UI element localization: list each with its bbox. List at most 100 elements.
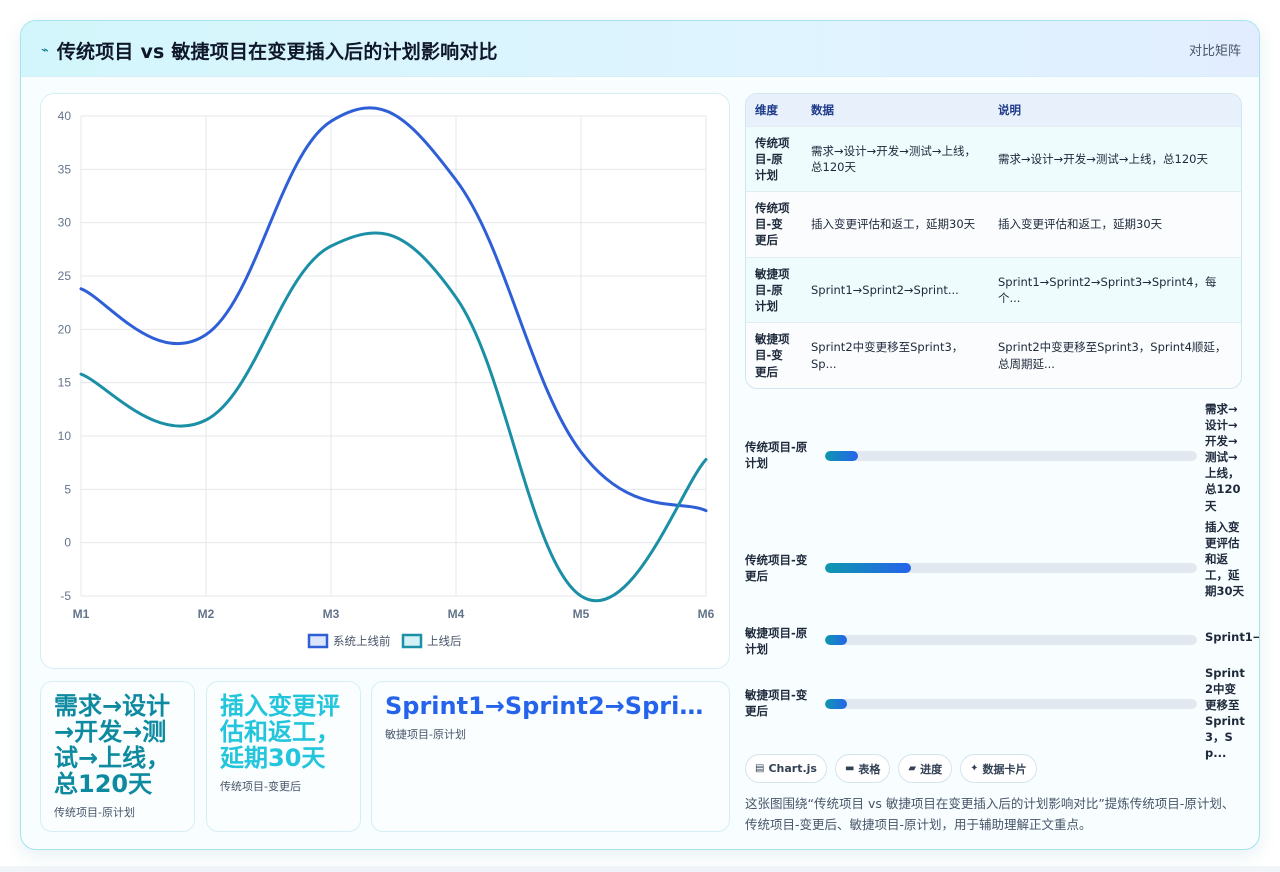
line-chart-panel: 40 35 30 25 20 15 10 5 0 -5 M1 M2 M3 M4 M5 M6 系统上线前 上线后 — [40, 93, 730, 669]
table-header-cell: 数据 — [802, 94, 989, 126]
x-tick-label: M3 — [323, 607, 340, 621]
data-point — [330, 245, 333, 248]
table-row: 传统项目-原计划 需求→设计→开发→测试→上线，总120天 需求→设计→开发→测… — [746, 125, 1241, 192]
table-cell-data: 需求→设计→开发→测试→上线，总120天 — [802, 125, 989, 192]
table-cell-dim: 敏捷项目-原计划 — [746, 256, 802, 323]
title-wrap: ⌁ 传统项目 vs 敏捷项目在变更插入后的计划影响对比 — [41, 38, 498, 63]
table-header-cell: 说明 — [989, 94, 1241, 126]
progress-fill — [825, 635, 848, 645]
data-point — [455, 179, 458, 182]
comparison-table: 维度 数据 说明 传统项目-原计划 需求→设计→开发→测试→上线，总120天 需… — [745, 93, 1242, 389]
y-tick-label: 0 — [64, 536, 71, 550]
progress-row-3: 敏捷项目-原计划 Sprint1→Sprint2→Sprint... — [745, 625, 1259, 661]
stat-label: 传统项目-变更后 — [220, 779, 301, 793]
x-tick-label: M4 — [448, 607, 465, 621]
data-point — [205, 333, 208, 336]
progress-track — [825, 451, 1197, 461]
progress-value: 需求→设计→开发→测试→上线，总120天 — [1205, 402, 1241, 513]
view-mode-label: 对比矩阵 — [1188, 44, 1241, 59]
table-cell-note: Sprint2中变更移至Sprint3，Sprint4顺延，总周期延... — [989, 322, 1241, 388]
legend-swatch — [307, 633, 329, 649]
main-card: ⌁ 传统项目 vs 敏捷项目在变更插入后的计划影响对比 对比矩阵 40 35 30 2… — [20, 20, 1260, 850]
x-tick-label: M2 — [198, 607, 215, 621]
progress-label: 传统项目-原计划 — [745, 440, 808, 471]
data-point — [455, 296, 458, 299]
progress-value: 插入变更评估和返工，延期30天 — [1205, 520, 1245, 599]
progress-fill — [825, 699, 848, 709]
y-tick-label: 20 — [58, 322, 72, 336]
table-cell-data: Sprint2中变更移至Sprint3，Sp... — [802, 322, 989, 388]
table-cell-data: 插入变更评估和返工，延期30天 — [802, 191, 989, 257]
chip-chartjs[interactable]: ▤ Chart.js — [745, 754, 827, 783]
progress-label: 敏捷项目-变更后 — [745, 688, 808, 719]
stat-label: 传统项目-原计划 — [54, 805, 135, 819]
y-tick-label: 5 — [64, 482, 71, 496]
x-tick-label: M6 — [698, 607, 715, 621]
progress-track — [825, 563, 1197, 573]
x-tick-label: M1 — [73, 607, 90, 621]
page-bottom-shade — [0, 866, 1280, 872]
table-header-cell: 维度 — [746, 94, 802, 126]
y-tick-label: 10 — [58, 429, 72, 443]
line-chart: 40 35 30 25 20 15 10 5 0 -5M1 M2 M3 M4 M5 M6 系统上线前 上线后 — [58, 106, 715, 649]
progress-value: Sprint1→Sprint2→Sprint... — [1205, 630, 1259, 644]
data-point — [705, 509, 708, 512]
progress-label: 敏捷项目-原计划 — [745, 626, 808, 657]
stat-card-3: Sprint1→Sprint2→Sprint... 敏捷项目-原计划 — [371, 681, 730, 832]
legend-label: 系统上线前 — [333, 634, 391, 648]
y-tick-label: 25 — [58, 269, 72, 283]
table-cell-note: 插入变更评估和返工，延期30天 — [989, 191, 1241, 257]
table-cell-dim: 传统项目-原计划 — [746, 125, 802, 192]
chip-label: 数据卡片 — [982, 762, 1027, 776]
chip-label: 表格 — [858, 762, 881, 776]
stat-value: 需求→设计→开发→测试→上线，总120天 — [54, 692, 171, 798]
table-row: 传统项目-变更后 插入变更评估和返工，延期30天 插入变更评估和返工，延期30天 — [746, 191, 1241, 257]
y-tick-label: -5 — [60, 589, 71, 603]
data-point — [705, 458, 708, 461]
progress-row-2: 传统项目-变更后 插入变更评估和返工，延期30天 — [745, 519, 1259, 619]
data-point — [80, 287, 83, 290]
data-point — [330, 120, 333, 123]
stat-card-1: 需求→设计→开发→测试→上线，总120天 传统项目-原计划 — [40, 681, 195, 832]
table-cell-dim: 传统项目-变更后 — [746, 191, 802, 257]
chip-progress[interactable]: ▰ 进度 — [898, 754, 953, 783]
series-line-2 — [79, 231, 708, 603]
chip-label: 进度 — [920, 762, 943, 776]
y-tick-label: 35 — [58, 162, 72, 176]
legend-swatch — [401, 633, 423, 649]
feature-chips: ▤ Chart.js ▬ 表格 ▰ 进度 ✦ 数据卡片 — [745, 754, 1037, 783]
progress-value: Sprint2中变更移至Sprint3，Sp... — [1205, 666, 1245, 761]
chip-table[interactable]: ▬ 表格 — [834, 754, 891, 783]
progress-track — [825, 635, 1197, 645]
data-point — [205, 419, 208, 422]
progress-label: 传统项目-变更后 — [745, 553, 808, 584]
stat-label: 敏捷项目-原计划 — [385, 727, 466, 741]
table-header-row: 维度 数据 说明 — [746, 94, 1241, 126]
progress-fill — [825, 563, 911, 573]
footnote-text: 这张图围绕“传统项目 vs 敏捷项目在变更插入后的计划影响对比”提炼传统项目-原… — [745, 796, 1235, 833]
table-cell-note: 需求→设计→开发→测试→上线，总120天 — [989, 125, 1241, 192]
table-row: 敏捷项目-原计划 Sprint1→Sprint2→Sprint... Sprin… — [746, 256, 1241, 323]
data-point — [580, 451, 583, 454]
y-tick-label: 30 — [58, 216, 72, 230]
progress-icon: ▰ — [908, 763, 917, 774]
y-tick-label: 15 — [58, 376, 72, 390]
stat-value: Sprint1→Sprint2→Sprint... — [385, 694, 716, 720]
chip-data-card[interactable]: ✦ 数据卡片 — [960, 754, 1037, 783]
sparkle-icon: ✦ — [970, 763, 979, 774]
table-icon: ▬ — [844, 763, 855, 774]
lightning-icon: ⌁ — [41, 42, 49, 58]
x-tick-label: M5 — [573, 607, 590, 621]
chip-label: Chart.js — [768, 762, 817, 775]
chart-icon: ▤ — [755, 763, 765, 774]
progress-fill — [825, 451, 859, 461]
series-line-1 — [79, 106, 708, 513]
table-cell-dim: 敏捷项目-变更后 — [746, 322, 802, 388]
page-title: 传统项目 vs 敏捷项目在变更插入后的计划影响对比 — [56, 40, 498, 63]
data-point — [580, 595, 583, 598]
card-header: ⌁ 传统项目 vs 敏捷项目在变更插入后的计划影响对比 对比矩阵 — [21, 21, 1259, 77]
y-tick-label: 40 — [58, 109, 72, 123]
table-row: 敏捷项目-变更后 Sprint2中变更移至Sprint3，Sp... Sprin… — [746, 322, 1241, 388]
stat-value: 插入变更评估和返工，延期30天 — [220, 692, 340, 772]
progress-row-1: 传统项目-原计划 需求→设计→开发→测试→上线，总120天 — [745, 401, 1259, 529]
